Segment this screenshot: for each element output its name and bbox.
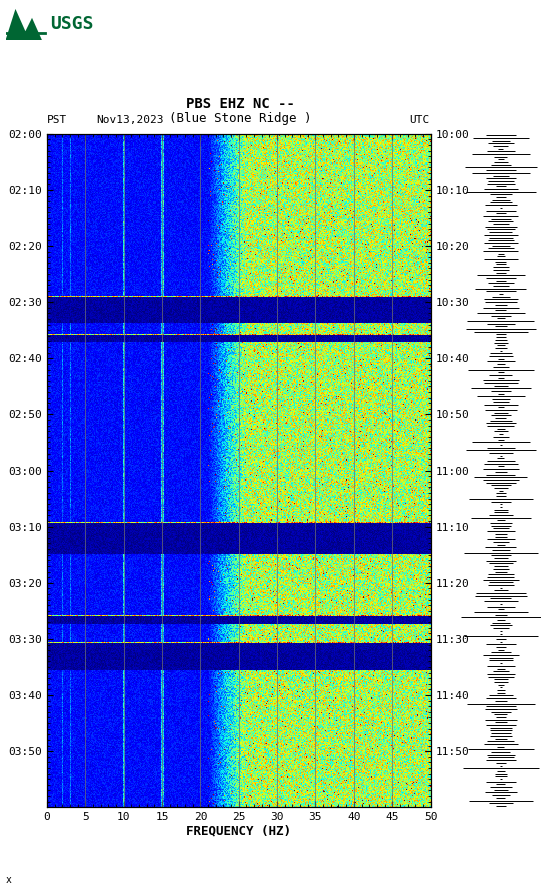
Text: Nov13,2023: Nov13,2023 <box>97 115 164 125</box>
Text: PST: PST <box>47 115 67 125</box>
X-axis label: FREQUENCY (HZ): FREQUENCY (HZ) <box>186 825 291 838</box>
Text: PBS EHZ NC --: PBS EHZ NC -- <box>185 97 295 112</box>
Text: UTC: UTC <box>409 115 429 125</box>
Text: (Blue Stone Ridge ): (Blue Stone Ridge ) <box>169 112 311 125</box>
Polygon shape <box>6 9 42 40</box>
Text: x: x <box>6 875 12 885</box>
Text: USGS: USGS <box>50 15 93 33</box>
